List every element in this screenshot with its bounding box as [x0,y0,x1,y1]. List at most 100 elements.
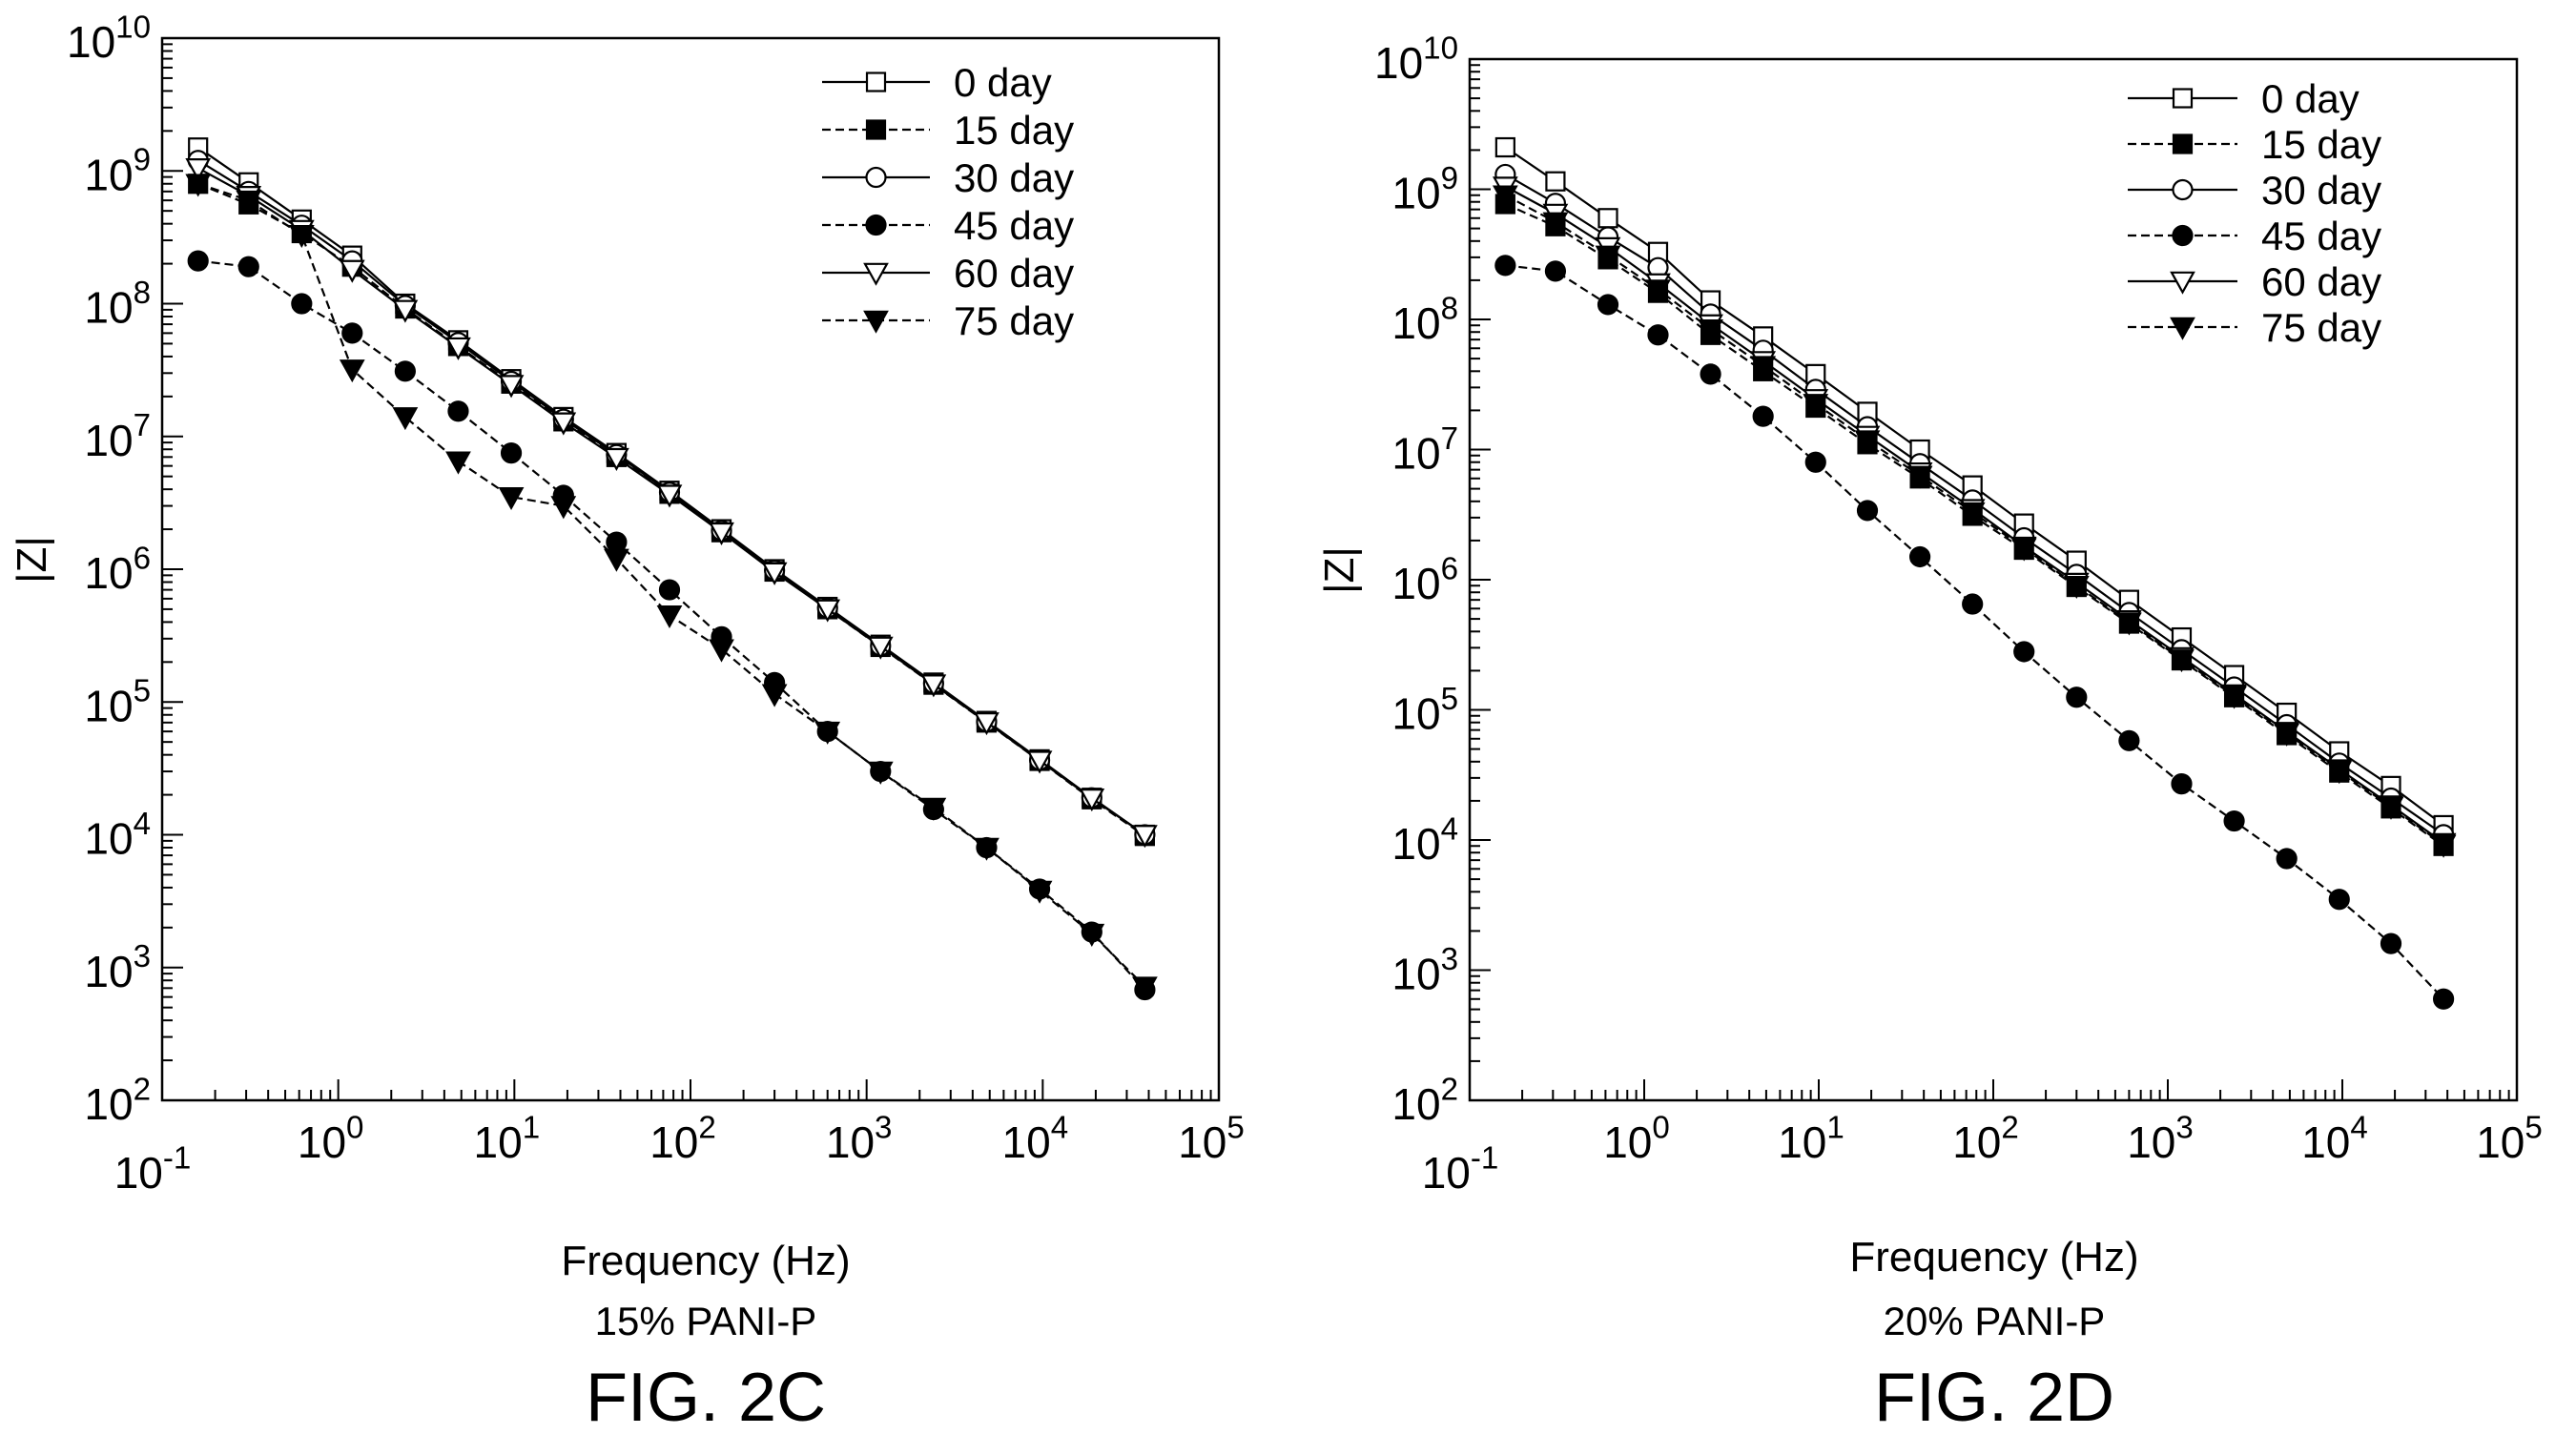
data-point [974,712,999,736]
data-point [2118,729,2140,751]
x-tick-label: 105 [2476,1110,2543,1167]
x-tick-label: 102 [649,1110,716,1167]
y-axis-label: |Z| [9,536,55,584]
y-tick-label: 104 [1391,811,1458,869]
data-point [498,486,525,511]
y-tick-label: 102 [84,1072,151,1129]
legend-label: 45 day [2261,214,2381,258]
data-point [2116,612,2142,636]
legend-label: 15 day [2261,122,2381,167]
data-point [2326,761,2353,785]
data-point [2066,687,2088,708]
tick-labels: 102 103 104 105 106 107 108 109 1010 10-1 100 101 10… [1374,31,2543,1198]
data-point [2010,538,2037,562]
data-point [920,797,947,821]
y-axis-label: |Z| [1316,546,1363,594]
x-tick-label: 100 [298,1110,364,1167]
data-point [2169,649,2195,673]
data-point [604,447,629,471]
data-point [1542,212,1569,236]
series-45-day [187,250,1156,1001]
data-point [2430,834,2457,858]
figure-2d-panel: 102 103 104 105 106 107 108 109 1010 10-1 100 101 10… [1288,0,2576,1455]
x-axis-label: Frequency (Hz) [561,1238,851,1284]
data-point [339,359,365,383]
data-point [2328,889,2350,911]
data-point [604,548,629,572]
chart-subtitle: 20% PANI-P [1883,1299,2106,1343]
data-point [709,522,734,545]
legend-marker [2172,88,2194,109]
legend-marker [2170,317,2195,340]
data-point [761,684,788,707]
y-tick-label: 108 [84,276,151,333]
axis-ticks [161,43,1220,1101]
legend-marker [2172,178,2194,201]
data-point [2274,723,2300,747]
x-axis-label: Frequency (Hz) [1849,1234,2139,1281]
series-line [1505,264,2444,1000]
data-point [288,224,315,249]
y-tick-label: 105 [84,674,151,731]
data-point [1545,171,1566,192]
data-point [500,442,523,464]
legend-label: 60 day [2261,259,2381,304]
data-point [1803,394,1829,418]
data-point [867,636,894,660]
data-point [2013,641,2035,663]
data-point [185,174,212,197]
data-point [1804,451,1826,473]
data-point [185,157,212,182]
legend-marker [865,119,887,140]
y-tick-label: 107 [1391,421,1458,479]
legend-label: 0 day [2261,76,2360,121]
data-point [2276,848,2298,870]
legend-marker [2170,271,2195,295]
data-point [394,360,416,382]
legend-label: 15 day [954,108,1074,153]
data-point [1854,430,1881,454]
legend-marker [863,262,889,286]
data-point [236,190,262,214]
data-point [1494,255,1516,277]
data-point [1494,136,1515,158]
data-point [606,531,628,553]
y-tick-label: 108 [1391,291,1458,348]
impedance-chart-2d: 102 103 104 105 106 107 108 109 1010 10-1 100 101 10… [1316,31,2543,1198]
data-point [498,375,525,399]
data-point [550,496,577,520]
y-tick-label: 107 [84,408,151,465]
y-tick-label: 102 [1391,1072,1458,1129]
tick-labels: 102 103 104 105 106 107 108 109 1010 10-1 100 101 10… [67,10,1245,1198]
legend-label: 30 day [954,155,1074,200]
data-point [237,256,259,277]
x-tick-label: 105 [1178,1110,1245,1167]
y-tick-label: 109 [1391,161,1458,218]
data-point [1645,279,1671,303]
legend-label: 60 day [954,251,1074,296]
data-point [814,721,841,745]
x-tick-label: 103 [826,1110,893,1167]
data-point [1132,976,1158,1000]
data-point [392,299,419,323]
data-point [445,451,471,475]
data-point [2223,809,2245,832]
data-point [974,837,999,861]
y-tick-label: 1010 [1374,31,1458,88]
axis-ticks [1469,64,2518,1101]
data-point [2171,773,2193,795]
data-point [1132,825,1158,849]
data-point [2063,575,2090,600]
x-tick-label: 104 [1002,1110,1069,1167]
x-tick-label: 10-1 [1422,1140,1499,1198]
data-point [1700,363,1721,385]
data-point [1906,465,1933,489]
data-point [814,599,841,623]
legend-marker [863,310,889,334]
data-point [1750,356,1777,379]
series-75-day [185,174,1158,1000]
data-point [1856,500,1879,522]
legend-label: 45 day [954,203,1074,248]
